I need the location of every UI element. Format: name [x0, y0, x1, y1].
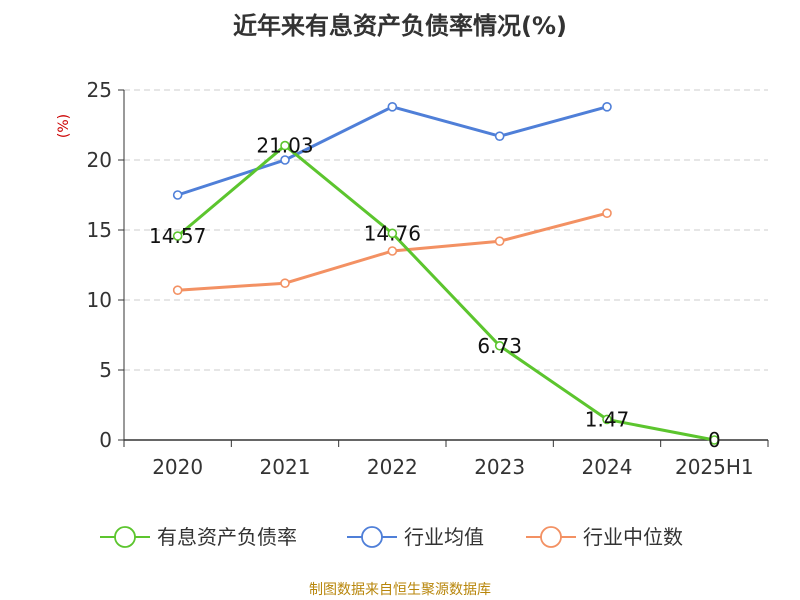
data-label: 14.57	[149, 224, 206, 248]
source-note: 制图数据来自恒生聚源数据库	[309, 582, 491, 598]
legend-label: 行业中位数	[583, 525, 683, 549]
data-point	[602, 208, 612, 218]
x-tick-label: 2020	[152, 455, 203, 479]
legend-marker	[114, 526, 136, 548]
data-point	[709, 435, 720, 445]
data-point	[387, 102, 398, 112]
y-axis-unit: (%)	[56, 114, 72, 138]
data-point	[280, 278, 290, 289]
legend: 有息资产负债率 行业均值 行业中位数	[100, 525, 683, 549]
y-tick-label: 5	[99, 358, 112, 382]
gridlines	[124, 89, 768, 371]
y-tick-label: 0	[99, 428, 112, 452]
data-labels: 14.57 21.03 14.76 6.73 1.47 0	[149, 134, 721, 452]
data-label: 14.76	[364, 221, 421, 245]
x-tick-label: 2024	[582, 455, 633, 479]
data-point	[387, 246, 398, 256]
x-tick-label: 2022	[367, 455, 418, 479]
x-tick-label: 2025H1	[675, 455, 754, 479]
data-point	[172, 190, 183, 200]
data-point	[494, 131, 505, 141]
x-tick-label: 2023	[474, 455, 525, 479]
series-group	[172, 102, 720, 445]
y-tick-label: 25	[87, 78, 112, 102]
data-point	[602, 414, 612, 425]
y-tick-label: 20	[87, 148, 112, 172]
data-label: 1.47	[585, 407, 630, 431]
data-point	[280, 140, 290, 151]
data-point	[172, 285, 183, 296]
y-tick-label: 15	[87, 218, 112, 242]
data-point	[494, 236, 505, 246]
data-point	[172, 231, 183, 241]
data-label: 21.03	[256, 134, 313, 158]
data-label: 0	[708, 428, 721, 452]
legend-label: 行业均值	[404, 525, 484, 549]
chart-title: 近年来有息资产负债率情况(%)	[233, 12, 567, 40]
data-point	[602, 102, 612, 112]
legend-marker	[361, 526, 383, 548]
series-line-1	[176, 144, 715, 442]
data-label: 6.73	[477, 334, 522, 358]
data-point	[494, 340, 505, 351]
x-tick-label: 2021	[260, 455, 311, 479]
legend-marker	[540, 526, 562, 548]
data-point	[280, 155, 290, 165]
axes: 0 5 10 15 20 25 2020 2021 2022 2023 2024 2025H1	[87, 78, 769, 479]
data-point	[387, 228, 398, 239]
legend-label: 有息资产负债率	[157, 525, 297, 549]
y-tick-label: 10	[87, 288, 112, 312]
